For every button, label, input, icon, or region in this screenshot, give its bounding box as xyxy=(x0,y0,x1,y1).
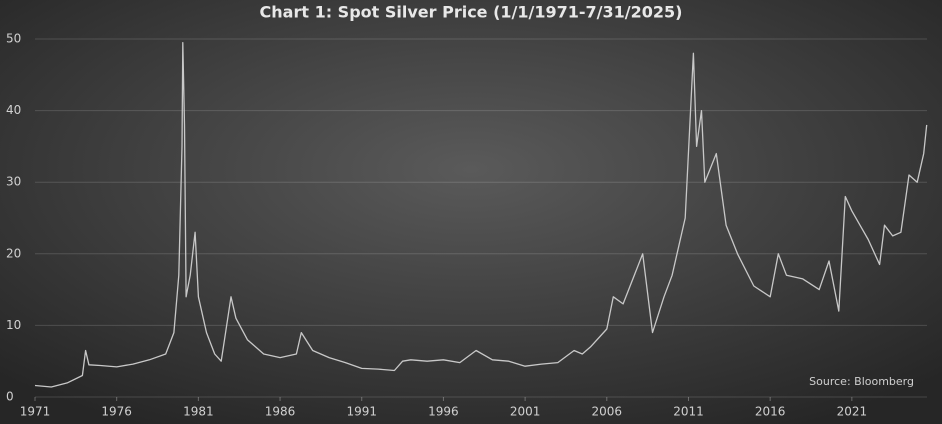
x-tick-label: 1971 xyxy=(20,405,51,419)
x-tick-label: 2021 xyxy=(837,405,868,419)
x-tick-label: 1981 xyxy=(183,405,214,419)
source-note: Source: Bloomberg xyxy=(809,375,914,388)
y-tick-label: 50 xyxy=(6,32,21,46)
x-tick-label: 1976 xyxy=(101,405,132,419)
y-tick-label: 10 xyxy=(6,318,21,332)
x-tick-label: 2016 xyxy=(755,405,786,419)
y-tick-label: 30 xyxy=(6,175,21,189)
x-tick-label: 2011 xyxy=(673,405,704,419)
x-tick-label: 1986 xyxy=(265,405,296,419)
x-tick-label: 1996 xyxy=(428,405,459,419)
x-tick-label: 2006 xyxy=(592,405,623,419)
y-tick-label: 20 xyxy=(6,246,21,260)
x-tick-label: 2001 xyxy=(510,405,541,419)
y-tick-label: 40 xyxy=(6,103,21,117)
price-line xyxy=(34,41,928,388)
y-tick-label: 0 xyxy=(6,390,14,404)
chart-title: Chart 1: Spot Silver Price (1/1/1971-7/3… xyxy=(260,3,683,22)
x-tick-label: 1991 xyxy=(346,405,377,419)
